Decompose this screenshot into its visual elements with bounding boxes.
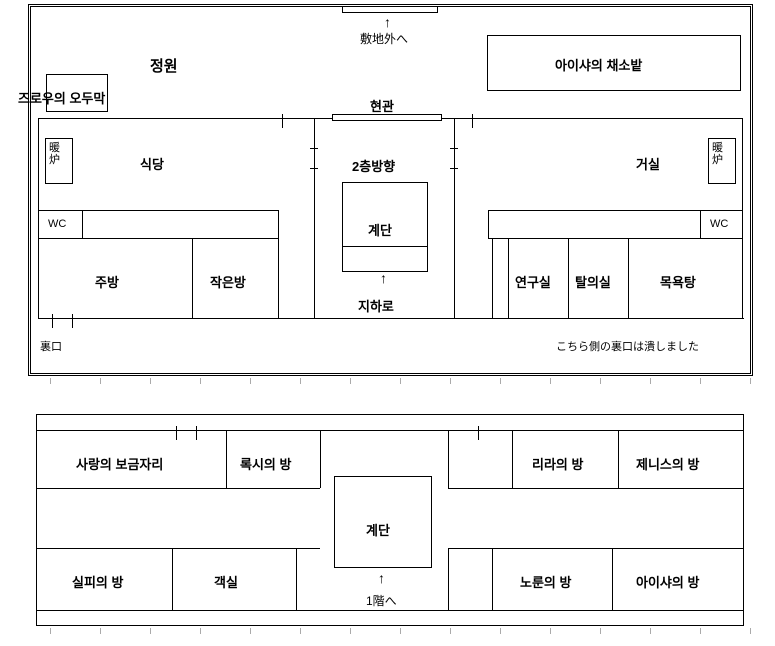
f2-center-gap-lower-r <box>448 548 449 610</box>
wc-row-top-left <box>38 210 278 211</box>
wc-right-label: WC <box>710 218 728 230</box>
f2-top-row <box>36 430 744 431</box>
house-right-wall <box>742 118 743 318</box>
f2-center-gap-r <box>448 430 449 488</box>
entrance-label: 현관 <box>370 96 394 115</box>
house-bottom-wall <box>38 318 744 319</box>
back-door-mark1b <box>52 320 53 328</box>
to-2f-label: 2층방향 <box>352 156 395 175</box>
roxy-room-label: 록시의 방 <box>240 454 291 473</box>
kitchen-right-wall <box>192 238 193 318</box>
bath-label: 목욕탕 <box>660 272 696 291</box>
to-basement-label: 지하로 <box>358 296 394 315</box>
dressing-label: 탈의실 <box>575 272 611 291</box>
f2-lilia-l <box>512 430 513 488</box>
stairs-f1-mid <box>342 246 428 247</box>
to-1f-label: 1階へ <box>366 592 397 609</box>
guest-room-label: 객실 <box>214 572 238 591</box>
stairs-f2-label: 계단 <box>366 520 390 539</box>
bath-left-sep <box>508 238 509 318</box>
stairs-f2-arrow <box>378 570 385 588</box>
f2-bottom-row <box>36 610 744 611</box>
lab-label: 연구실 <box>515 272 551 291</box>
kitchen-dining-wall <box>278 210 279 238</box>
wc-row-top-right <box>488 210 742 211</box>
f2-upper-bottom-l <box>36 488 320 489</box>
lab-left-wall <box>492 238 493 318</box>
heater-left-label: 暖炉 <box>49 142 60 166</box>
floor1-garden-label: 정원 <box>150 55 178 76</box>
f2-lilia-r <box>618 430 619 488</box>
wc-row-bot-left <box>38 238 278 239</box>
f2-top-door-rb <box>478 432 479 440</box>
back-door-label: 裏口 <box>40 338 62 354</box>
f2-top-door-l2b <box>196 432 197 440</box>
dining-label: 식당 <box>140 154 164 173</box>
f2-norn-r <box>612 548 613 610</box>
house-left-wall <box>38 118 39 318</box>
floorplan-container: 敷地外へ 정원 아이샤의 채소밭 즈로우의 오두막 현관 暖炉 식당 2층방향 … <box>0 0 775 646</box>
f2-lower-top-l <box>36 548 320 549</box>
grid-ticks-2 <box>0 628 775 636</box>
f2-top-door-lb <box>176 432 177 440</box>
f2-sylphy-r <box>172 548 173 610</box>
wc-left-wall <box>82 210 83 238</box>
f2-upper-bottom-r <box>448 488 744 489</box>
wc-right-wall <box>700 210 701 238</box>
f2-roxy-r <box>320 430 321 488</box>
aisha-field-label: 아이샤의 채소밭 <box>555 55 642 74</box>
floor1-top-exit-door <box>342 6 438 13</box>
top-door-mark-r2 <box>472 120 473 128</box>
sylphy-room-label: 실피의 방 <box>72 572 123 591</box>
wc-row-bot-right <box>488 238 742 239</box>
stairs-f1-label: 계단 <box>368 220 392 239</box>
cwr-door1 <box>450 148 458 149</box>
heater-right-label: 暖炉 <box>712 142 723 166</box>
norn-room-label: 노룬의 방 <box>520 572 571 591</box>
f2-guest-r <box>296 548 297 610</box>
house-top-wall-right <box>442 118 742 119</box>
love-nest-label: 사랑의 보금자리 <box>76 454 163 473</box>
top-door-mark-l2 <box>282 120 283 128</box>
lilia-room-label: 리라의 방 <box>532 454 583 473</box>
f2-norn-l <box>492 548 493 610</box>
cwr-door2 <box>450 168 458 169</box>
f2-lovenest-r <box>226 430 227 488</box>
smallroom-right-wall <box>278 238 279 318</box>
living-right-sep <box>488 210 489 238</box>
back-door-mark2b <box>72 320 73 328</box>
lab-right-wall <box>568 238 569 318</box>
back-door-note: こちら側の裏口は潰しました <box>556 338 699 354</box>
stairs-f1-arrow <box>380 270 387 288</box>
entrance-door <box>332 114 442 121</box>
living-label: 거실 <box>636 154 660 173</box>
kitchen-label: 주방 <box>95 272 119 291</box>
smallroom-label: 작은방 <box>210 272 246 291</box>
floor1-to-outside-label: 敷地外へ <box>360 30 408 47</box>
cwl-door1 <box>310 148 318 149</box>
zenith-room-label: 제니스의 방 <box>636 454 699 473</box>
grid-ticks-1 <box>0 378 775 386</box>
zrow-hut-label: 즈로우의 오두막 <box>18 88 105 107</box>
dressing-right-wall <box>628 238 629 318</box>
cwl-door2 <box>310 168 318 169</box>
aisha-room-label: 아이샤의 방 <box>636 572 699 591</box>
house-top-wall-left <box>38 118 332 119</box>
wc-left-label: WC <box>48 218 66 230</box>
